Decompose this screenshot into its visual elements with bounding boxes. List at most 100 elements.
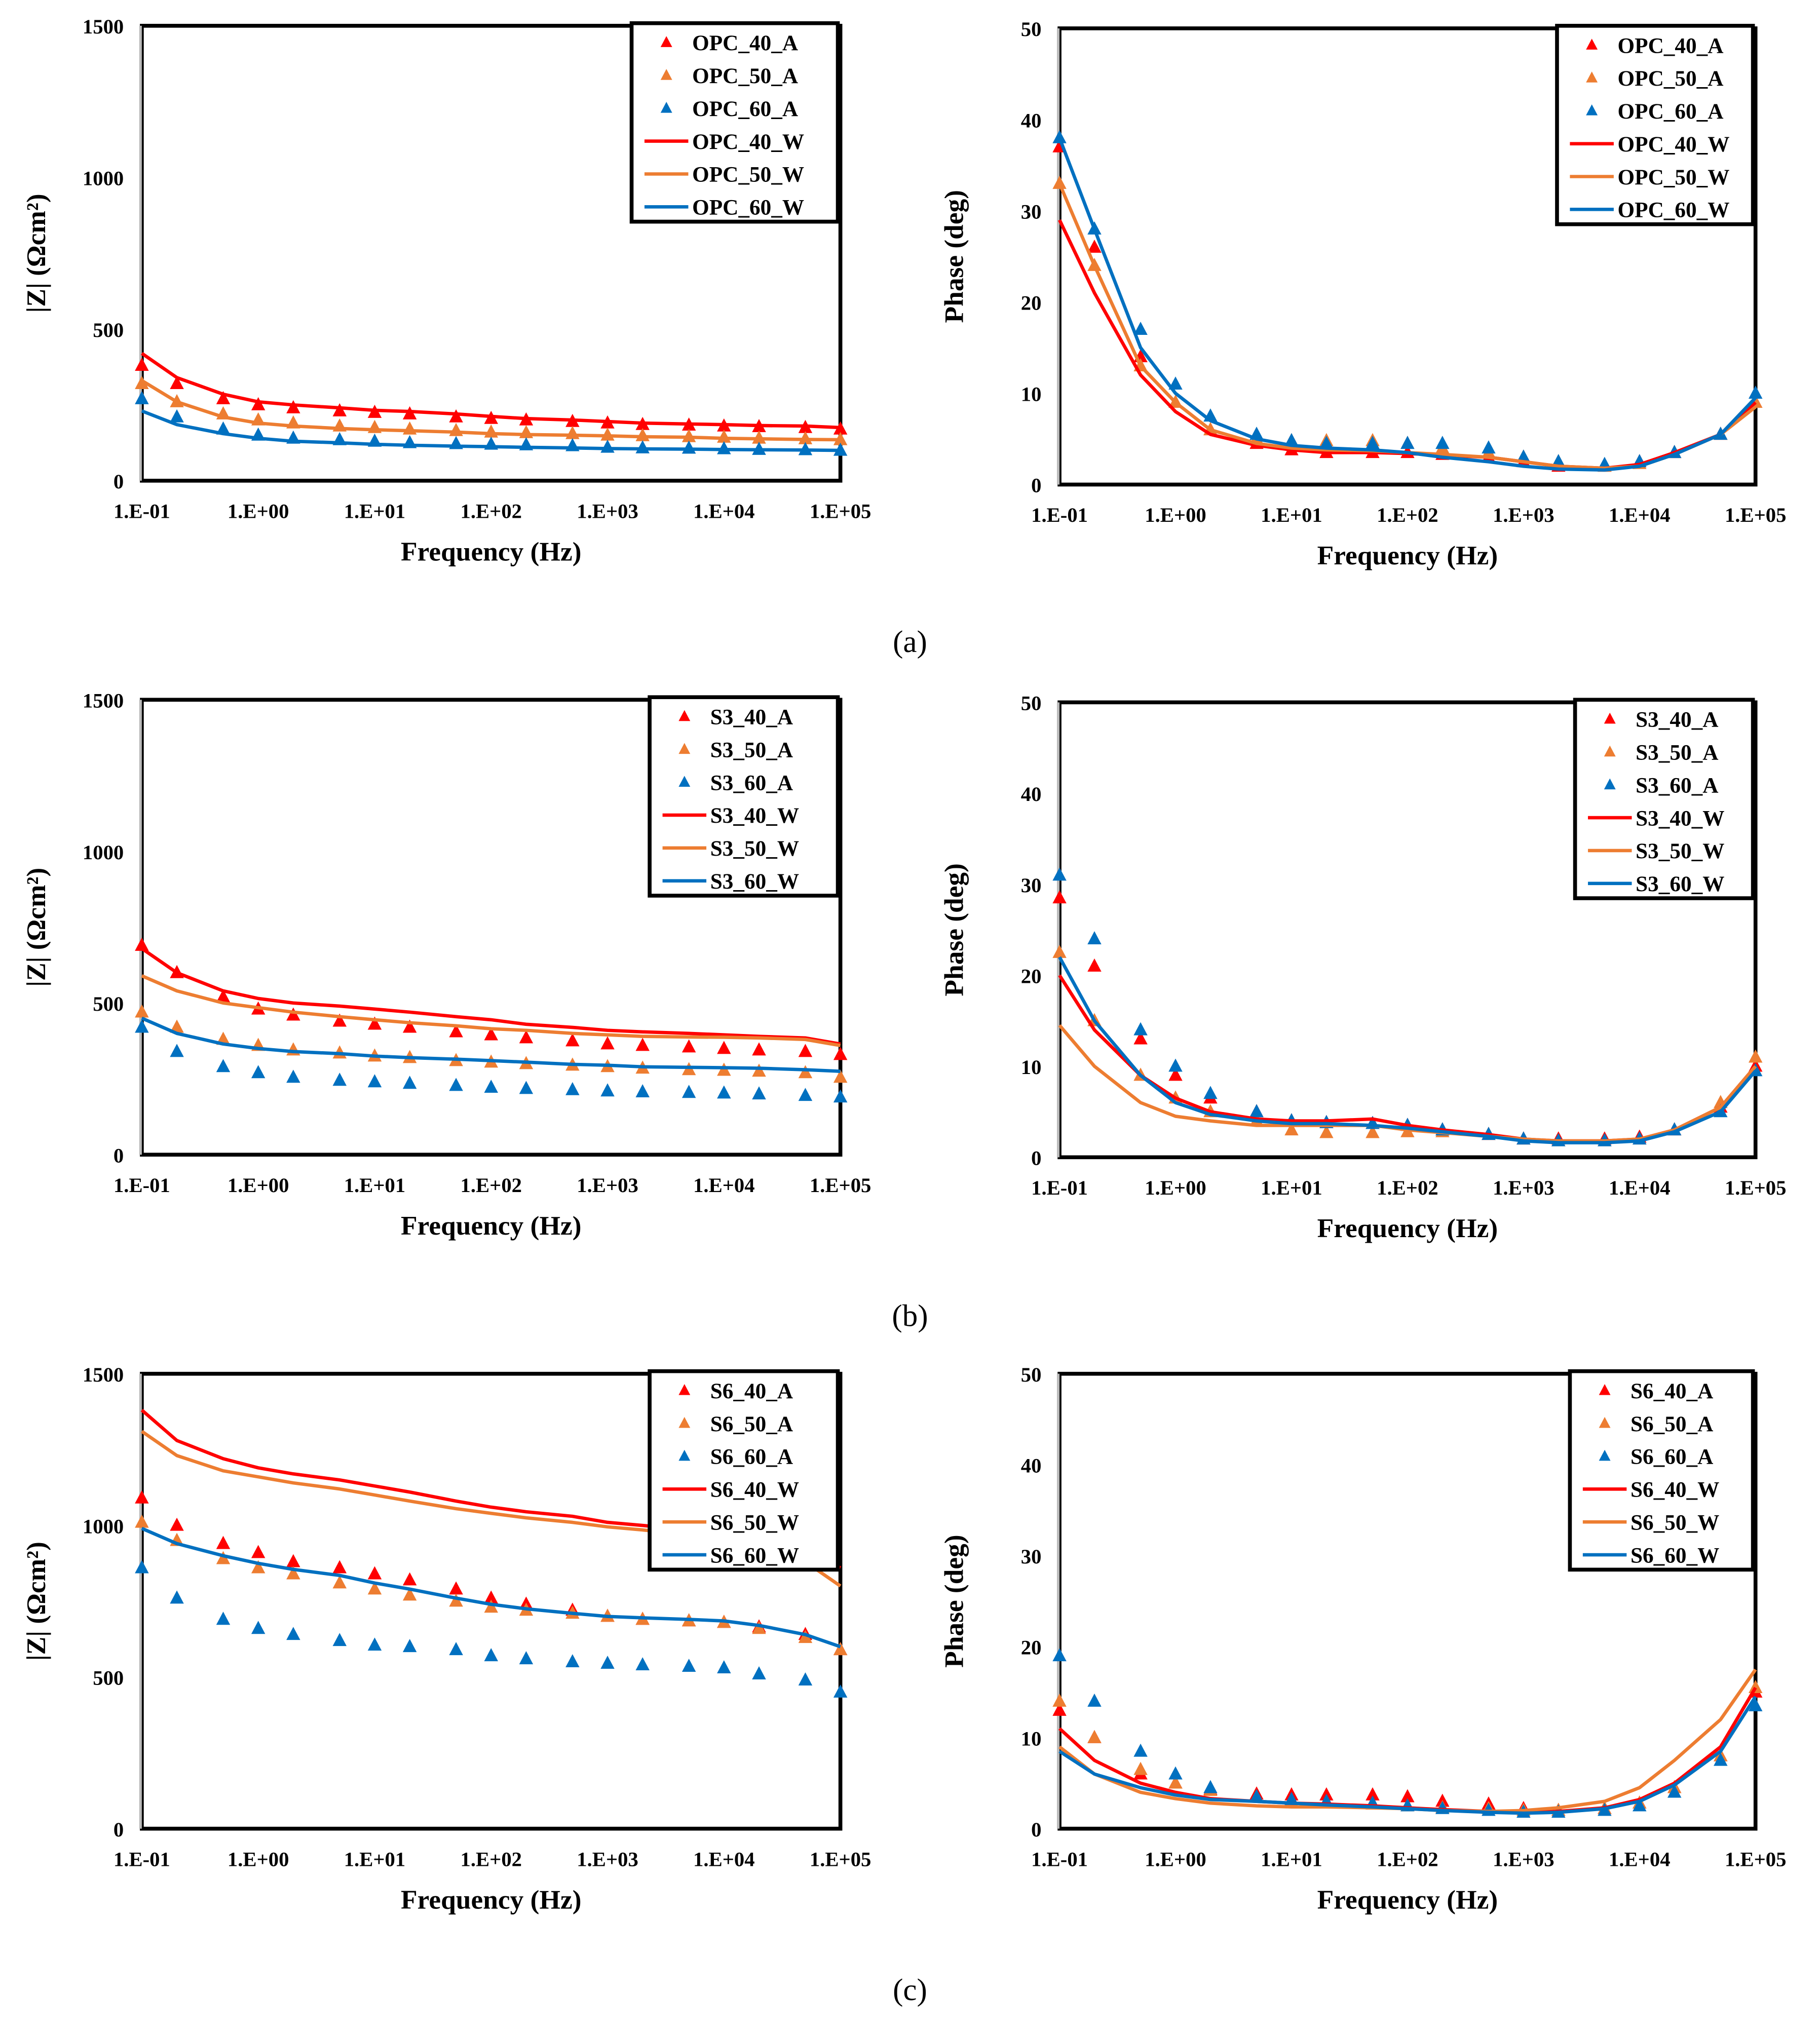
- marker-S6_50_A: [216, 1551, 231, 1564]
- marker-S6_60_A: [367, 1637, 382, 1651]
- marker-OPC_40_A: [332, 403, 347, 416]
- marker-S6_40_A: [251, 1545, 266, 1558]
- legend-marker-icon: [1604, 778, 1616, 790]
- marker-OPC_40_A: [170, 376, 184, 389]
- legend-label: S3_60_A: [710, 771, 793, 795]
- marker-S6_60_A: [1133, 1743, 1148, 1757]
- marker-S3_40_A: [484, 1027, 499, 1041]
- legend-marker-icon: [1586, 39, 1598, 50]
- marker-S3_60_A: [251, 1065, 266, 1079]
- marker-S3_50_A: [1748, 1049, 1763, 1063]
- series-layer: [1052, 130, 1763, 472]
- marker-S6_50_A: [402, 1587, 417, 1601]
- legend-box: [648, 1369, 840, 1572]
- y-tick-label: 40: [1021, 1454, 1042, 1477]
- legend-label: S3_60_W: [710, 869, 799, 894]
- line-OPC_50_W: [141, 379, 841, 442]
- legend-marker-icon: [678, 1416, 691, 1428]
- marker-OPC_60_A: [1516, 449, 1531, 463]
- y-tick-label: 0: [113, 1818, 124, 1841]
- y-tick-label: 0: [1031, 1818, 1041, 1841]
- y-tick-label: 20: [1021, 292, 1042, 315]
- x-tick-label: 1.E+00: [228, 500, 289, 523]
- legend-marker-icon: [1604, 712, 1616, 724]
- marker-OPC_60_A: [1133, 322, 1148, 335]
- x-tick-label: 1.E+02: [461, 1848, 522, 1870]
- marker-S3_40_A: [600, 1036, 615, 1050]
- line-OPC_60_W: [1057, 137, 1757, 472]
- marker-S6_50_A: [251, 1560, 266, 1574]
- y-tick-label: 20: [1021, 965, 1042, 987]
- x-axis-title: Frequency (Hz): [1317, 1884, 1498, 1914]
- marker-OPC_40_A: [833, 421, 848, 435]
- x-axis-title: Frequency (Hz): [401, 1884, 581, 1914]
- x-tick-label: 1.E+05: [810, 1174, 871, 1197]
- x-tick-label: 1.E+01: [344, 1848, 406, 1870]
- legend-label: S6_40_A: [710, 1379, 793, 1403]
- marker-OPC_60_A: [1400, 436, 1415, 449]
- x-tick-label: 1.E+05: [1725, 1848, 1787, 1870]
- marker-OPC_60_A: [1551, 454, 1566, 468]
- marker-S6_60_A: [681, 1659, 696, 1672]
- marker-S6_50_A: [1052, 1693, 1067, 1707]
- line-S3_50_W: [1058, 1024, 1757, 1143]
- x-tick-label: 1.E-01: [113, 500, 170, 523]
- y-tick-label: 50: [1021, 1363, 1042, 1386]
- marker-S6_50_A: [1748, 1679, 1763, 1693]
- x-axis-title: Frequency (Hz): [1317, 540, 1498, 570]
- marker-S3_40_A: [1087, 958, 1102, 972]
- legend-label: S3_50_A: [710, 738, 793, 762]
- marker-S3_40_A: [449, 1024, 463, 1038]
- marker-S3_60_A: [1249, 1104, 1264, 1118]
- marker-S6_60_A: [251, 1621, 266, 1634]
- marker-S3_60_A: [135, 1019, 149, 1033]
- marker-S3_40_A: [681, 1039, 696, 1053]
- x-tick-label: 1.E+05: [1725, 1176, 1787, 1199]
- chart-a-impedance: 0 500 1000 1500 1.E-01 1.E+00 1.E+01 1.E+02 1.E+…: [21, 15, 871, 566]
- legend-marker-icon: [1604, 745, 1616, 757]
- marker-S6_50_A: [1133, 1761, 1148, 1775]
- marker-S6_50_A: [1087, 1730, 1102, 1743]
- marker-S3_40_A: [135, 937, 149, 951]
- caption-c: (c): [893, 1973, 927, 2007]
- x-tick-label: 1.E+04: [693, 500, 755, 523]
- marker-OPC_40_A: [251, 397, 266, 410]
- marker-S6_40_A: [135, 1490, 149, 1504]
- legend-marker-icon: [678, 710, 691, 721]
- x-tick-label: 1.E+04: [693, 1174, 755, 1197]
- marker-OPC_60_A: [170, 409, 184, 423]
- y-tick-label: 500: [93, 319, 124, 341]
- legend-marker-icon: [660, 36, 672, 47]
- legend-marker-icon: [1599, 1384, 1611, 1395]
- y-axis-title: Phase (deg): [938, 1535, 969, 1668]
- marker-S3_60_A: [565, 1082, 580, 1095]
- marker-S3_40_A: [367, 1016, 382, 1030]
- marker-S3_40_A: [1168, 1067, 1183, 1081]
- legend-label: OPC_60_W: [1618, 198, 1730, 222]
- x-tick-label: 1.E+02: [1377, 1176, 1438, 1199]
- legend-label: S3_60_W: [1636, 872, 1724, 896]
- series-layer: [135, 352, 848, 456]
- marker-S3_60_A: [216, 1059, 231, 1072]
- marker-S6_50_A: [286, 1566, 300, 1580]
- x-tick-label: 1.E+04: [1609, 504, 1671, 526]
- legend-label: OPC_60_A: [692, 97, 798, 121]
- x-tick-label: 1.E+02: [461, 500, 522, 523]
- marker-S6_60_A: [833, 1684, 848, 1698]
- legend: S3_40_A S3_50_A S3_60_A S3_40_W S3_50_W S3_60…: [1573, 698, 1755, 900]
- x-axis-title: Frequency (Hz): [1317, 1213, 1498, 1243]
- chart-b-impedance: 0 500 1000 1500 1.E-01 1.E+00 1.E+01 1.E+02 1.E+…: [21, 689, 871, 1241]
- marker-S3_60_A: [402, 1076, 417, 1089]
- marker-S3_40_A: [1133, 1031, 1148, 1045]
- legend-label: S6_50_A: [1631, 1412, 1713, 1436]
- legend-box: [648, 695, 840, 898]
- marker-S3_50_A: [798, 1065, 813, 1079]
- marker-S6_60_A: [449, 1642, 463, 1656]
- x-tick-label: 1.E+03: [1493, 1848, 1554, 1870]
- marker-S6_50_A: [833, 1642, 848, 1656]
- marker-OPC_40_A: [1087, 239, 1102, 253]
- series-layer: [1052, 867, 1763, 1146]
- marker-S6_50_A: [332, 1575, 347, 1589]
- legend-label: OPC_50_A: [1618, 66, 1724, 91]
- legend-label: OPC_50_A: [692, 64, 798, 88]
